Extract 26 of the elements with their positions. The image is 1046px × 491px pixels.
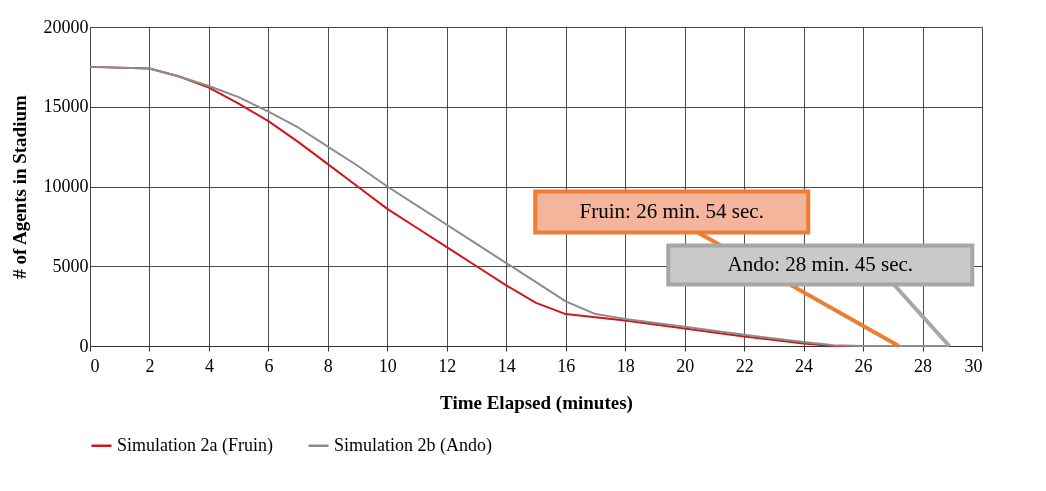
x-tick-label: 20 bbox=[676, 355, 695, 376]
y-tick-label: 20000 bbox=[43, 16, 89, 37]
x-tick-label: 26 bbox=[854, 355, 873, 376]
legend-label: Simulation 2a (Fruin) bbox=[117, 434, 273, 456]
legend-label: Simulation 2b (Ando) bbox=[334, 434, 492, 456]
x-tick-label: 4 bbox=[204, 355, 214, 376]
x-tick-label: 28 bbox=[914, 355, 933, 376]
x-tick-label: 6 bbox=[264, 355, 274, 376]
y-tick-label: 5000 bbox=[52, 255, 89, 276]
x-tick-label: 22 bbox=[735, 355, 754, 376]
x-tick-label: 30 bbox=[964, 355, 983, 376]
y-tick-label: 10000 bbox=[43, 176, 89, 196]
y-tick-label: 0 bbox=[79, 335, 89, 356]
y-tick-label: 15000 bbox=[43, 96, 89, 117]
x-tick-label: 24 bbox=[795, 355, 814, 376]
x-tick-label: 14 bbox=[497, 355, 516, 376]
y-axis-title: # of Agents in Stadium bbox=[8, 94, 30, 279]
x-axis-title: Time Elapsed (minutes) bbox=[440, 391, 633, 414]
x-tick-label: 10 bbox=[378, 355, 397, 376]
x-tick-label: 12 bbox=[438, 355, 457, 376]
annotation: Fruin: 26 min. 54 sec. bbox=[579, 199, 764, 223]
x-tick-label: 18 bbox=[616, 355, 635, 376]
x-tick-label: 16 bbox=[557, 355, 576, 376]
annotation: Ando: 28 min. 45 sec. bbox=[727, 252, 914, 276]
x-tick-label: 8 bbox=[323, 355, 333, 376]
x-tick-label: 2 bbox=[145, 355, 155, 376]
